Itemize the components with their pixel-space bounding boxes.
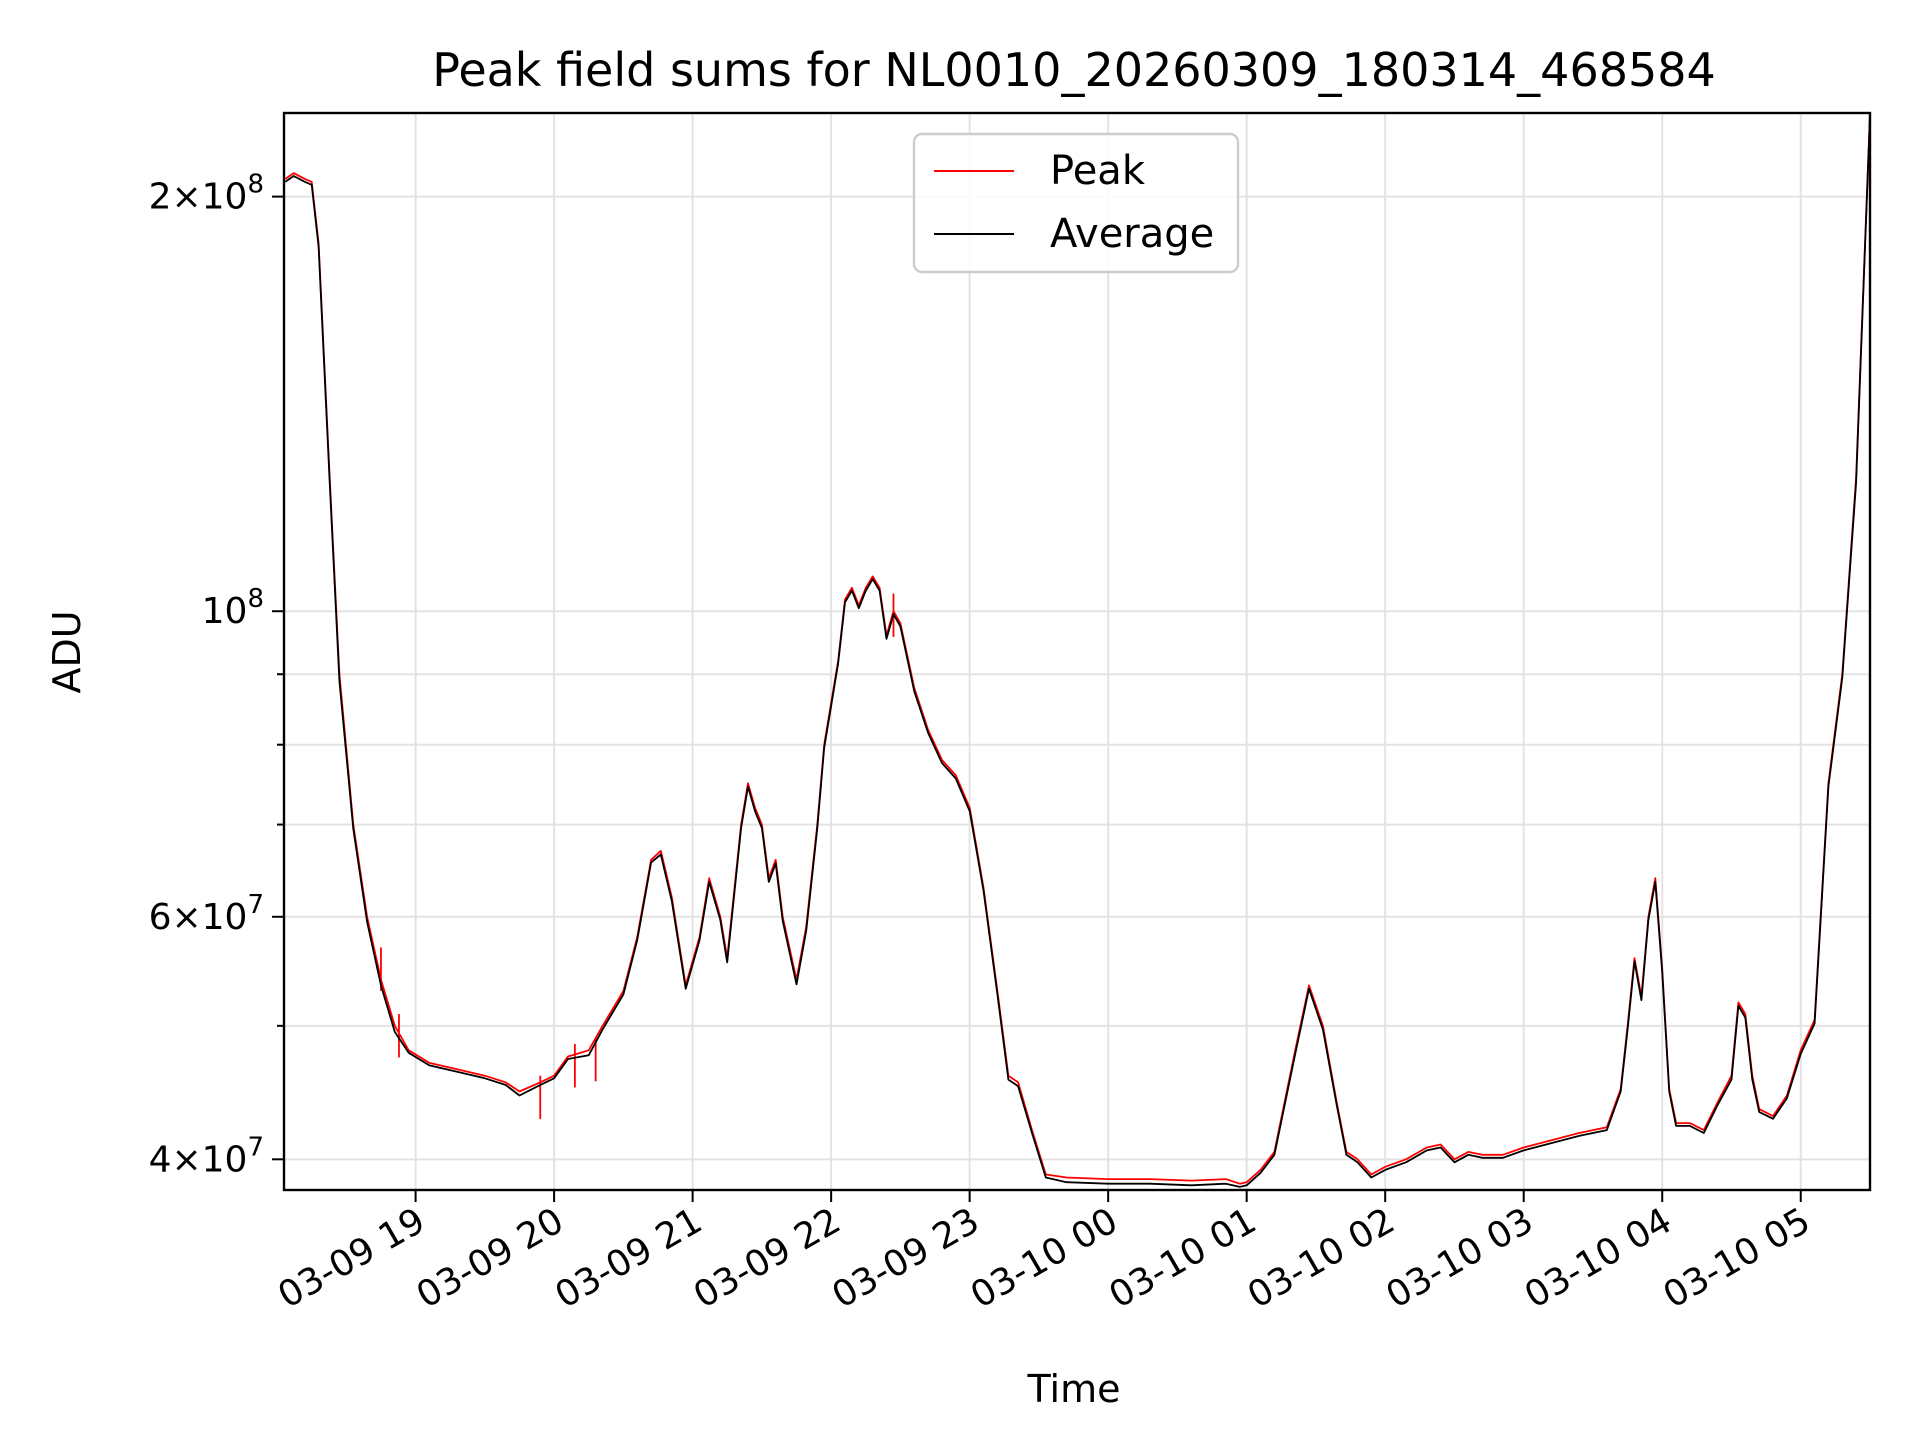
series-layer bbox=[284, 113, 1870, 1188]
y-tick-label: 2×108 bbox=[149, 170, 264, 218]
legend-box bbox=[912, 132, 1240, 274]
chart-title: Peak field sums for NL0010_20260309_1803… bbox=[432, 43, 1716, 97]
grid bbox=[284, 113, 1870, 1190]
y-tick-label: 4×107 bbox=[149, 1132, 264, 1180]
series-line-average bbox=[284, 115, 1870, 1188]
legend-label-peak: Peak bbox=[1050, 148, 1146, 194]
x-axis-label: Time bbox=[1027, 1367, 1121, 1411]
plot-frame bbox=[282, 111, 1872, 1192]
legend-label-average: Average bbox=[1050, 211, 1214, 257]
legend: Peak Average bbox=[912, 132, 1240, 274]
y-tick-label: 108 bbox=[202, 584, 264, 632]
y-tick-label: 6×107 bbox=[149, 890, 264, 938]
y-axis-label: ADU bbox=[45, 610, 89, 693]
